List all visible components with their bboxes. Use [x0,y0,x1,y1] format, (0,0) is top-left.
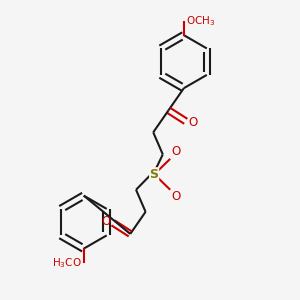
Text: H$_3$CO: H$_3$CO [52,256,81,270]
Text: S: S [150,168,159,181]
Text: O: O [171,190,180,203]
Text: O: O [189,116,198,129]
Text: O: O [101,215,111,228]
Text: O: O [171,145,180,158]
Text: OCH$_3$: OCH$_3$ [186,14,216,28]
